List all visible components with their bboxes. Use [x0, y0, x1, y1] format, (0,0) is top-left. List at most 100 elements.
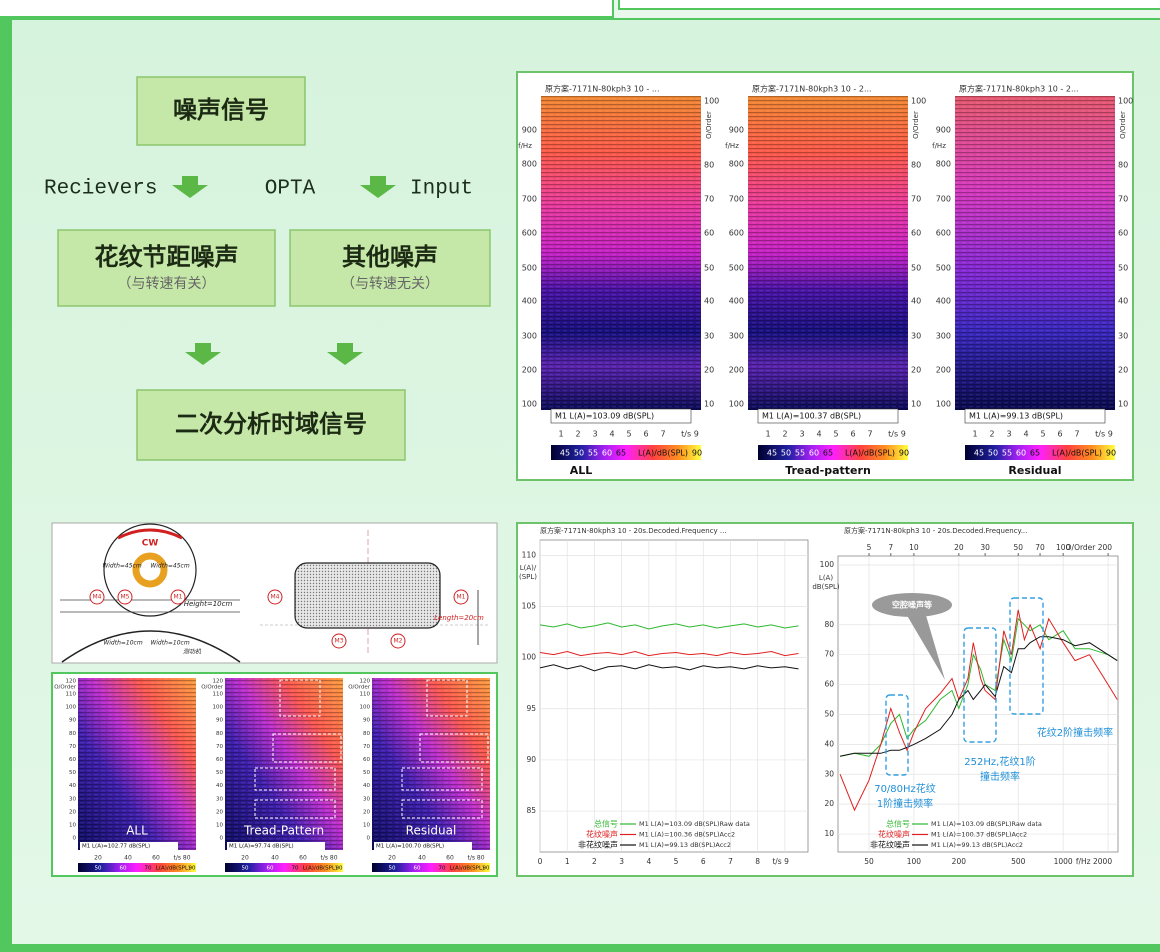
y2-tick-label: 100: [704, 97, 719, 106]
level-label: M1 L(A)=97.74 dB(SPL): [229, 844, 294, 850]
y2-tick-label: 70: [911, 195, 921, 204]
x-tick-label: 40: [271, 855, 279, 862]
highlight-box: [254, 799, 336, 819]
diagram-label: M3: [335, 638, 344, 645]
annotation: 1阶撞击频率: [877, 797, 933, 810]
y-tick-label: 500: [522, 264, 537, 273]
level-box: [550, 408, 692, 424]
y-tick-label: 80: [363, 731, 370, 737]
axis-label: f/Hz: [725, 142, 739, 150]
y2-tick-label: 80: [1118, 161, 1128, 170]
spectrogram-title: 原方案-7171N-80kph3 10 - 2...: [959, 84, 1079, 94]
x-tick-label: 20: [388, 855, 396, 862]
colorbar-label: L(A)/dB(SPL): [156, 866, 190, 872]
colorbar-label: L(A)/dB(SPL): [1052, 449, 1102, 458]
y-tick-label: 20: [824, 799, 834, 808]
diagram-label: M2: [394, 638, 403, 645]
edge-label: Input: [410, 178, 473, 201]
y2-tick-label: 50: [704, 264, 714, 273]
mic: [331, 633, 347, 649]
diagram-label: Width=10cm: [103, 640, 143, 647]
spectrogram-texture: [541, 96, 701, 410]
colorbar-label: 50: [988, 449, 998, 458]
highlight-box: [885, 694, 909, 776]
x-tick-label: 4: [816, 430, 821, 439]
x-tick-label: 2: [592, 857, 597, 866]
spectrogram-title: 原方案-7171N-80kph3 10 - ...: [545, 84, 660, 94]
y-tick-label: 700: [936, 195, 951, 204]
rotation-arrow: [117, 528, 183, 540]
mic: [453, 589, 469, 605]
y-tick-label: 110: [360, 692, 371, 698]
x-tick-label: 8: [755, 857, 760, 866]
colorbar-label: L(A)/dB(SPL): [638, 449, 688, 458]
x2-tick-label: 7: [888, 543, 893, 552]
y-tick-label: 300: [522, 332, 537, 341]
y-tick-label: 100: [729, 400, 744, 409]
y-tick-label: 700: [729, 195, 744, 204]
y-tick-label: 40: [363, 783, 370, 789]
x-tick-label: 1: [558, 430, 563, 439]
axis-label: dB(SPL): [812, 583, 840, 591]
y-tick-label: 40: [216, 783, 223, 789]
colorbar-label: 65: [823, 449, 833, 458]
node-label: 噪声信号: [173, 96, 269, 124]
x-tick-label: 50: [864, 857, 874, 866]
x-tick-label: 60: [446, 855, 454, 862]
y-tick-label: 80: [216, 731, 223, 737]
y-tick-label: 20: [216, 809, 223, 815]
x-tick-label: 3: [1006, 430, 1011, 439]
y2-tick-label: 50: [911, 264, 921, 273]
colorbar-label: L(A)/dB(SPL): [450, 866, 484, 872]
axis-label: O/Order: [912, 111, 920, 139]
legend-name: 总信号: [886, 819, 910, 829]
colorbar-label: 65: [616, 449, 626, 458]
diagram-label: Height=10cm: [184, 600, 233, 608]
y-tick-label: 0: [220, 836, 224, 842]
y-tick-label: 300: [729, 332, 744, 341]
y-tick-label: 20: [69, 809, 76, 815]
y2-tick-label: 60: [704, 229, 714, 238]
colorbar-label: 60: [602, 449, 612, 458]
y2-tick-label: 50: [1118, 264, 1128, 273]
legend-name: 非花纹噪声: [578, 840, 618, 850]
level-box: [80, 842, 178, 850]
colorbar-label: 50: [242, 866, 249, 872]
y2-tick-label: 10: [1118, 400, 1128, 409]
colorbar-label: 90: [692, 449, 702, 458]
y-tick-label: 80: [69, 731, 76, 737]
highlight-box: [1009, 597, 1044, 715]
colorbar: [551, 445, 701, 460]
level-box: [227, 842, 325, 850]
x-tick-label: 6: [850, 430, 855, 439]
x-tick-label: 100: [907, 857, 922, 866]
y-tick-label: 90: [216, 718, 223, 724]
edge-label: Recievers: [44, 178, 157, 201]
y2-tick-label: 10: [911, 400, 921, 409]
y-tick-label: O/Order: [201, 685, 224, 691]
series-line: [539, 622, 799, 630]
y-tick-label: 100: [936, 400, 951, 409]
colorbar-label: 60: [809, 449, 819, 458]
diagram-label: Width=45cm: [150, 563, 190, 570]
y-tick-label: 120: [66, 679, 77, 685]
colorbar-label: 50: [574, 449, 584, 458]
y-tick-label: 900: [522, 126, 537, 135]
y-tick-label: 200: [522, 366, 537, 375]
colorbar: [965, 445, 1115, 460]
y-tick-label: 100: [66, 705, 77, 711]
colorbar-label: 60: [120, 866, 127, 872]
colorbar-label: 70: [292, 866, 299, 872]
y-tick-label: 900: [729, 126, 744, 135]
y-tick-label: 20: [363, 809, 370, 815]
x-tick-label: 6: [643, 430, 648, 439]
x-tick-label: f/Hz 2000: [1076, 857, 1112, 866]
y-tick-label: 0: [73, 836, 77, 842]
highlight-box: [419, 733, 489, 763]
colorbar-label: 60: [1016, 449, 1026, 458]
colorbar-label: 45: [560, 449, 570, 458]
diagram-label: Length=20cm: [434, 614, 484, 622]
down-arrow: [172, 176, 208, 198]
diagram-label: M1: [457, 594, 466, 601]
x-tick-label: 1: [972, 430, 977, 439]
